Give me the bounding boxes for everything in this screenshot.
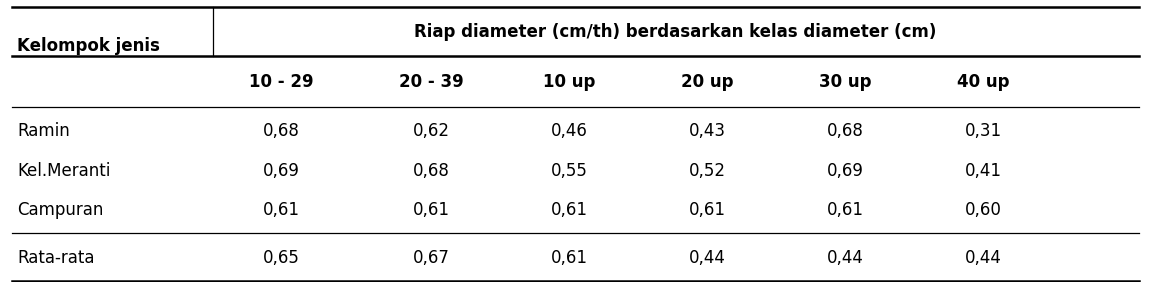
Text: Riap diameter (cm/th) berdasarkan kelas diameter (cm): Riap diameter (cm/th) berdasarkan kelas … xyxy=(414,23,937,41)
Text: 0,61: 0,61 xyxy=(413,201,450,219)
Text: 0,65: 0,65 xyxy=(263,249,300,267)
Text: Kel.Meranti: Kel.Meranti xyxy=(17,162,110,180)
Text: 0,62: 0,62 xyxy=(413,122,450,140)
Text: 0,69: 0,69 xyxy=(827,162,864,180)
Text: 0,61: 0,61 xyxy=(263,201,300,219)
Text: 20 up: 20 up xyxy=(681,73,734,91)
Text: 0,52: 0,52 xyxy=(689,162,726,180)
Text: 30 up: 30 up xyxy=(819,73,872,91)
Text: 0,44: 0,44 xyxy=(827,249,864,267)
Text: 0,31: 0,31 xyxy=(965,122,1002,140)
Text: 0,68: 0,68 xyxy=(413,162,450,180)
Text: 0,46: 0,46 xyxy=(551,122,588,140)
Text: 0,61: 0,61 xyxy=(551,249,588,267)
Text: 0,67: 0,67 xyxy=(413,249,450,267)
Text: 0,43: 0,43 xyxy=(689,122,726,140)
Text: 0,44: 0,44 xyxy=(689,249,726,267)
Text: 0,61: 0,61 xyxy=(551,201,588,219)
Text: 0,44: 0,44 xyxy=(965,249,1002,267)
Text: 40 up: 40 up xyxy=(957,73,1010,91)
Text: 0,41: 0,41 xyxy=(965,162,1002,180)
Text: 20 - 39: 20 - 39 xyxy=(399,73,463,91)
Text: Rata-rata: Rata-rata xyxy=(17,249,94,267)
Text: 0,61: 0,61 xyxy=(827,201,864,219)
Text: 10 up: 10 up xyxy=(543,73,596,91)
Text: 0,68: 0,68 xyxy=(263,122,300,140)
Text: Campuran: Campuran xyxy=(17,201,104,219)
Text: 0,55: 0,55 xyxy=(551,162,588,180)
Text: 10 - 29: 10 - 29 xyxy=(250,73,314,91)
Text: 0,69: 0,69 xyxy=(263,162,300,180)
Text: Ramin: Ramin xyxy=(17,122,70,140)
Text: Kelompok jenis: Kelompok jenis xyxy=(17,37,160,55)
Text: 0,68: 0,68 xyxy=(827,122,864,140)
Text: 0,60: 0,60 xyxy=(965,201,1002,219)
Text: 0,61: 0,61 xyxy=(689,201,726,219)
